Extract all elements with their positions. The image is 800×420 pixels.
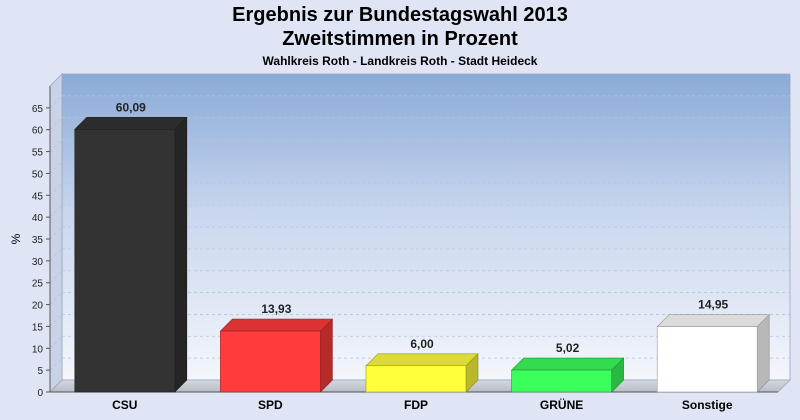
y-tick-label: 50 xyxy=(32,169,44,180)
gridline-wall xyxy=(49,248,63,262)
gridline-wall xyxy=(49,183,63,196)
gridline-wall xyxy=(49,270,63,283)
bar-value-label: 5,02 xyxy=(556,341,580,355)
x-tick-label: Sonstige xyxy=(682,398,733,412)
x-tick-label: GRÜNE xyxy=(540,397,583,412)
y-tick-label: 30 xyxy=(32,257,44,268)
bar-sonstige-top xyxy=(656,314,770,327)
y-axis-label: % xyxy=(9,233,23,244)
bar-spd xyxy=(220,330,321,393)
gridline-wall xyxy=(49,95,63,109)
bar-value-label: 60,09 xyxy=(116,100,146,114)
y-tick-label: 15 xyxy=(32,322,44,333)
chart-title: Ergebnis zur Bundestagswahl 2013 xyxy=(232,4,568,26)
gridline-wall xyxy=(49,117,63,130)
y-tick-label: 60 xyxy=(32,126,44,137)
bar-spd-top xyxy=(219,318,334,332)
gridline-wall xyxy=(49,357,63,371)
gridline-wall xyxy=(49,161,63,174)
y-tick-label: 25 xyxy=(32,279,44,290)
x-tick-label: FDP xyxy=(404,398,428,412)
y-tick-label: 0 xyxy=(37,388,43,399)
y-tick-label: 40 xyxy=(32,213,44,224)
bar-csu-top xyxy=(74,117,188,130)
x-tick-label: SPD xyxy=(258,398,283,412)
bar-gr-ne-top xyxy=(510,357,625,371)
bar-gr-ne xyxy=(511,369,612,393)
bar-spd-side xyxy=(320,318,333,393)
bar-value-label: 13,93 xyxy=(261,302,291,316)
y-tick-label: 10 xyxy=(32,344,44,355)
y-tick-label: 55 xyxy=(32,148,44,159)
gridline-wall xyxy=(49,314,63,327)
bar-value-label: 6,00 xyxy=(410,337,434,351)
chart-subtitle-region: Wahlkreis Roth - Landkreis Roth - Stadt … xyxy=(262,54,538,68)
y-tick-label: 20 xyxy=(32,301,44,312)
gridline-wall xyxy=(49,292,63,305)
bar-csu-side xyxy=(174,116,188,393)
bar-sonstige xyxy=(656,326,758,393)
bar-sonstige-side xyxy=(756,313,770,393)
y-tick-label: 65 xyxy=(32,104,44,115)
chart-subtitle: Zweitstimmen in Prozent xyxy=(282,28,518,50)
bar-fdp-top xyxy=(365,353,479,367)
x-tick-label: CSU xyxy=(112,398,137,412)
gridline-wall xyxy=(49,336,63,349)
bar-value-label: 14,95 xyxy=(698,298,728,312)
bar-fdp xyxy=(365,365,467,393)
y-tick-label: 5 xyxy=(37,366,43,377)
gridline-wall xyxy=(49,226,63,240)
y-tick-label: 45 xyxy=(32,191,44,202)
y-tick-label: 35 xyxy=(32,235,44,246)
bar-csu xyxy=(74,129,176,393)
gridline-wall xyxy=(49,139,63,152)
gridline-wall xyxy=(49,204,63,218)
